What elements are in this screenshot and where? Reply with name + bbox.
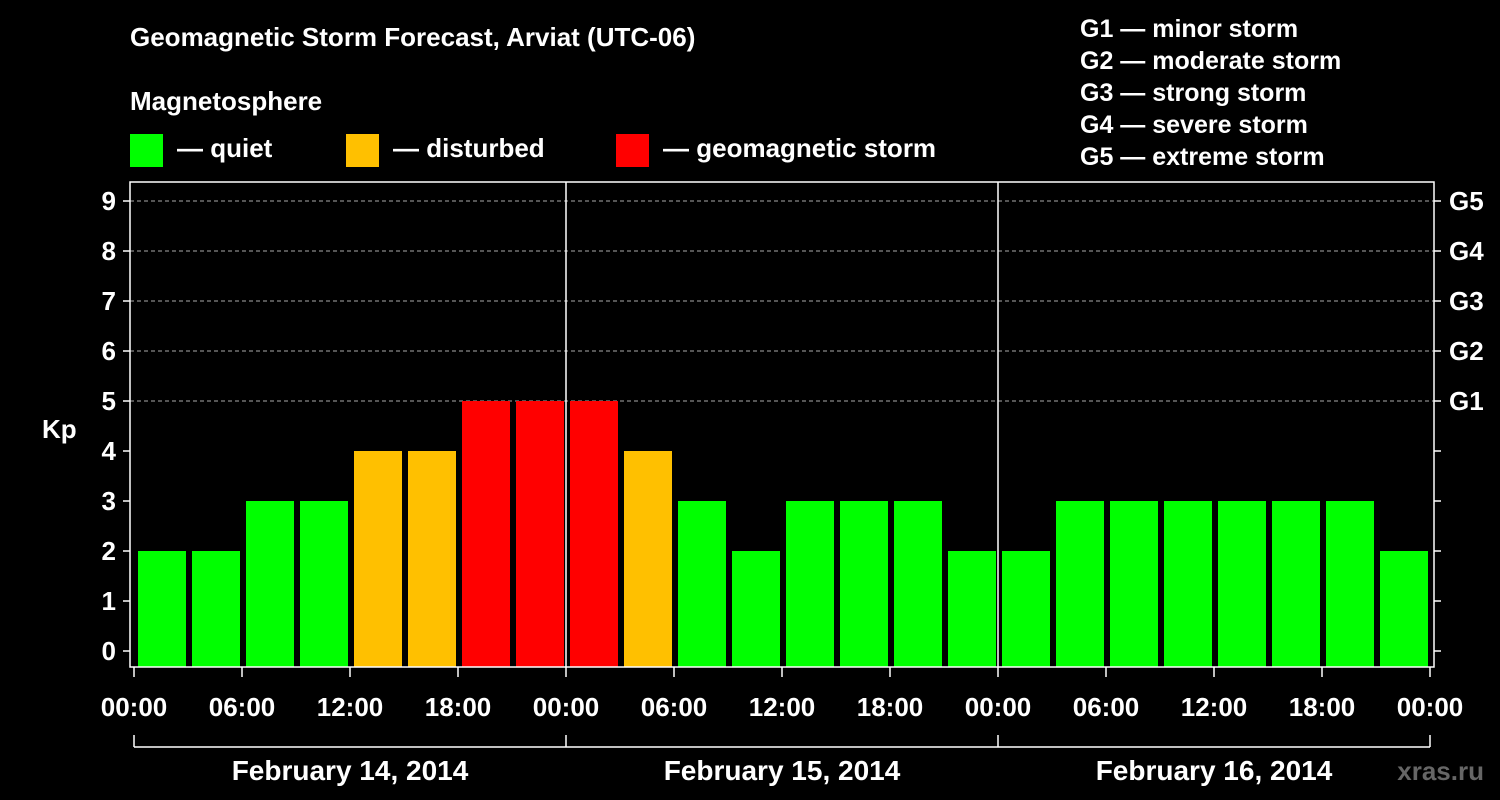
y-tick-label: 0 xyxy=(102,636,116,666)
g-scale-label: G5 xyxy=(1449,186,1484,216)
g-scale-label: G2 xyxy=(1449,336,1484,366)
y-tick-label: 4 xyxy=(102,436,117,466)
legend-label-disturbed: — disturbed xyxy=(393,133,545,163)
kp-bar xyxy=(246,501,294,667)
g-scale-label: G4 xyxy=(1449,236,1484,266)
g-scale-label: G3 xyxy=(1449,286,1484,316)
x-tick-label: 06:00 xyxy=(1073,692,1140,722)
legend-swatch-storm xyxy=(616,134,649,167)
kp-bar xyxy=(1326,501,1374,667)
x-tick-label: 00:00 xyxy=(965,692,1032,722)
kp-bar xyxy=(678,501,726,667)
kp-bar xyxy=(462,401,510,667)
kp-bar xyxy=(138,551,186,667)
storm-scale-g4: G4 — severe storm xyxy=(1080,111,1308,139)
storm-scale-legend: G1 — minor storm G2 — moderate storm G3 … xyxy=(1080,13,1341,173)
kp-bar xyxy=(1380,551,1428,667)
y-axis-label: Kp xyxy=(42,414,77,444)
storm-scale-g5: G5 — extreme storm xyxy=(1080,143,1325,171)
x-tick-label: 06:00 xyxy=(641,692,708,722)
kp-bar xyxy=(1002,551,1050,667)
storm-scale-g3: G3 — strong storm xyxy=(1080,79,1307,107)
kp-bar xyxy=(354,451,402,667)
x-tick-label: 18:00 xyxy=(1289,692,1356,722)
x-tick-label: 00:00 xyxy=(533,692,600,722)
y-tick-label: 3 xyxy=(102,486,116,516)
x-tick-label: 12:00 xyxy=(1181,692,1248,722)
storm-scale-g1: G1 — minor storm xyxy=(1080,15,1299,43)
kp-bar xyxy=(1272,501,1320,667)
y-tick-label: 8 xyxy=(102,236,116,266)
legend-heading: Magnetosphere xyxy=(130,86,323,116)
kp-bar xyxy=(1056,501,1104,667)
x-tick-label: 18:00 xyxy=(857,692,924,722)
y-tick-label: 7 xyxy=(102,286,116,316)
y-tick-label: 5 xyxy=(102,386,116,416)
kp-bar xyxy=(570,401,618,667)
legend-label-quiet: — quiet xyxy=(177,133,273,163)
kp-bar xyxy=(840,501,888,667)
watermark: xras.ru xyxy=(1397,756,1484,786)
kp-bar xyxy=(408,451,456,667)
kp-bar xyxy=(624,451,672,667)
x-tick-label: 00:00 xyxy=(1397,692,1464,722)
kp-bar xyxy=(1110,501,1158,667)
kp-bar xyxy=(894,501,942,667)
date-label: February 14, 2014 xyxy=(232,755,469,786)
kp-bar xyxy=(786,501,834,667)
storm-scale-g2: G2 — moderate storm xyxy=(1080,47,1342,75)
kp-bar xyxy=(192,551,240,667)
legend-swatch-quiet xyxy=(130,134,163,167)
legend-label-storm: — geomagnetic storm xyxy=(663,133,937,163)
y-tick-label: 6 xyxy=(102,336,116,366)
g-scale-label: G1 xyxy=(1449,386,1484,416)
x-tick-label: 06:00 xyxy=(209,692,276,722)
kp-bar xyxy=(1218,501,1266,667)
y-tick-label: 1 xyxy=(102,586,116,616)
x-tick-label: 00:00 xyxy=(101,692,168,722)
kp-bar xyxy=(516,401,564,667)
date-label: February 15, 2014 xyxy=(664,755,901,786)
x-tick-label: 18:00 xyxy=(425,692,492,722)
kp-bar xyxy=(732,551,780,667)
date-label: February 16, 2014 xyxy=(1096,755,1333,786)
x-tick-label: 12:00 xyxy=(749,692,816,722)
kp-bar xyxy=(300,501,348,667)
legend-swatch-disturbed xyxy=(346,134,379,167)
x-tick-label: 12:00 xyxy=(317,692,384,722)
y-tick-label: 9 xyxy=(102,186,116,216)
chart-title: Geomagnetic Storm Forecast, Arviat (UTC-… xyxy=(130,22,696,52)
kp-bar xyxy=(1164,501,1212,667)
kp-bar xyxy=(948,551,996,667)
y-tick-label: 2 xyxy=(102,536,116,566)
